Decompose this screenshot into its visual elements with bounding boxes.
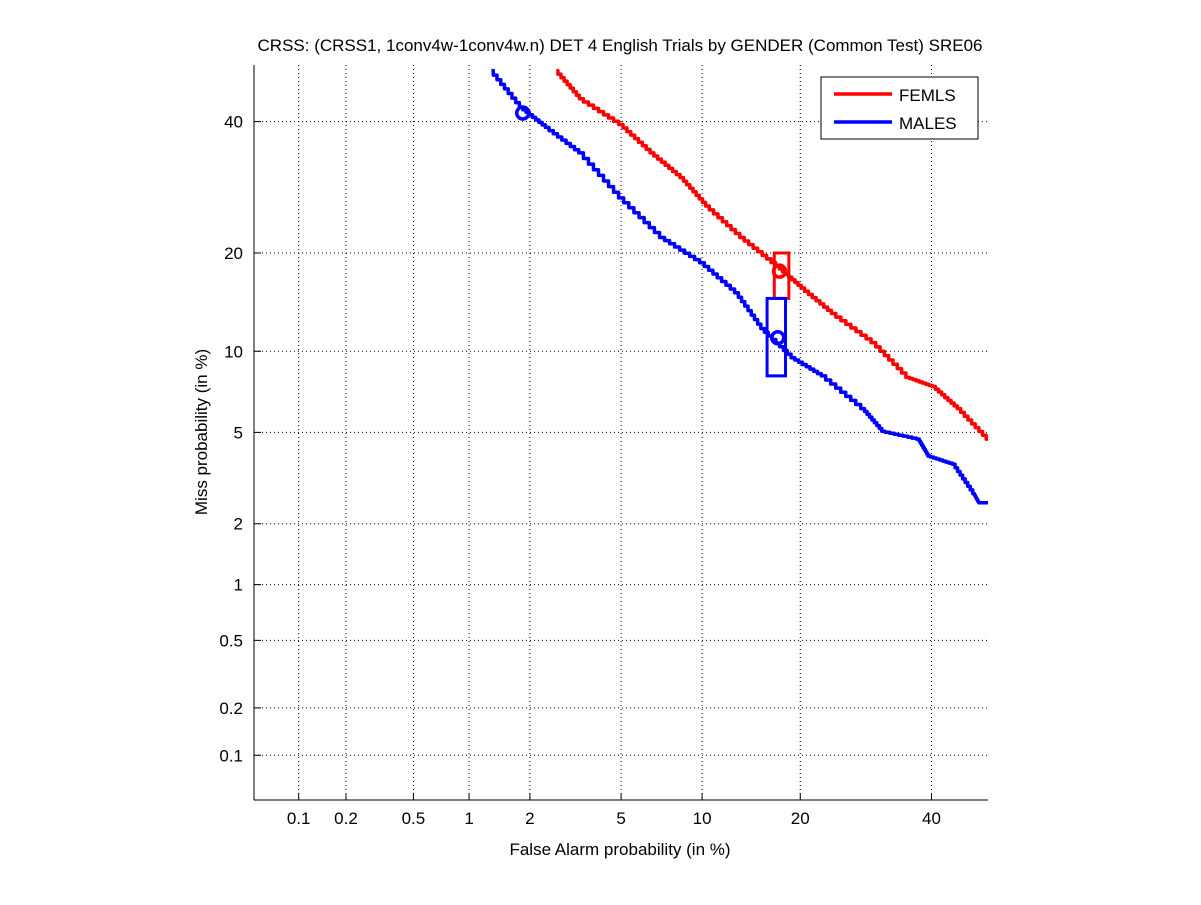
y-tick-label: 40 — [224, 113, 243, 132]
x-tick-label: 10 — [693, 809, 712, 828]
y-tick-label: 0.2 — [219, 699, 243, 718]
x-tick-label: 1 — [464, 809, 473, 828]
confidence-box-males — [765, 296, 788, 378]
ticks: 0.1 0.2 0.5 1 2 5 10 20 40 0.1 0.2 0.5 1 2 5 10 20 40 — [219, 113, 941, 828]
legend-box — [820, 76, 979, 140]
y-tick-label: 0.5 — [219, 631, 243, 650]
series-line-males — [491, 68, 990, 505]
x-tick-label: 40 — [922, 809, 941, 828]
x-tick-label: 2 — [525, 809, 534, 828]
x-tick-label: 0.1 — [287, 809, 311, 828]
y-tick-label: 1 — [234, 576, 243, 595]
x-tick-label: 5 — [616, 809, 625, 828]
x-tick-label: 0.5 — [402, 809, 426, 828]
y-axis-label: Miss probability (in %) — [192, 349, 211, 515]
y-tick-label: 0.1 — [219, 746, 243, 765]
grid — [254, 65, 988, 800]
y-tick-label: 5 — [234, 423, 243, 442]
x-tick-label: 0.2 — [334, 809, 358, 828]
series — [491, 68, 990, 505]
y-tick-label: 2 — [234, 515, 243, 534]
y-tick-label: 10 — [224, 342, 243, 361]
legend: FEMLS MALES — [820, 76, 979, 140]
x-axis-label: False Alarm probability (in %) — [509, 840, 730, 859]
operating-point-males — [770, 330, 786, 346]
legend-label-males: MALES — [899, 114, 957, 133]
operating-point-males — [514, 105, 531, 121]
y-tick-label: 20 — [224, 244, 243, 263]
x-tick-label: 20 — [791, 809, 810, 828]
legend-label-femls: FEMLS — [899, 86, 956, 105]
chart-title: CRSS: (CRSS1, 1conv4w-1conv4w.n) DET 4 E… — [258, 36, 983, 55]
